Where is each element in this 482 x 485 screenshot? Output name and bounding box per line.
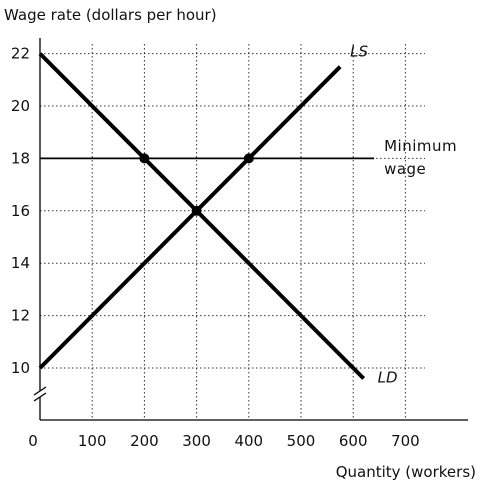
- data-point: [139, 153, 150, 164]
- axes: [33, 38, 468, 421]
- y-tick-label: 14: [11, 254, 30, 272]
- x-tick-label: 600: [339, 432, 368, 450]
- grid: [40, 44, 425, 420]
- x-tick-label: 400: [234, 432, 263, 450]
- series-line-ls: [38, 65, 342, 370]
- annotation-label: Minimum: [384, 137, 457, 155]
- y-tick-label: 16: [11, 202, 30, 220]
- axis-break-mark: [33, 386, 47, 396]
- labels: Wage rate (dollars per hour) Quantity (wo…: [4, 6, 476, 481]
- series-line-ld: [38, 52, 366, 380]
- series-label-ls: LS: [350, 43, 368, 61]
- points: [139, 153, 254, 216]
- tick-labels: 10 12 14 16 18 20 22 100 200 300 400 500 600 700 0: [11, 45, 420, 450]
- axis-break-mark: [33, 392, 47, 402]
- y-tick-label: 18: [11, 149, 30, 167]
- x-tick-label: 200: [130, 432, 159, 450]
- data-point: [191, 205, 202, 216]
- origin-label: 0: [28, 432, 38, 450]
- x-axis-title: Quantity (workers): [336, 463, 476, 481]
- y-axis-title: Wage rate (dollars per hour): [4, 6, 217, 24]
- x-tick-label: 100: [78, 432, 107, 450]
- y-tick-label: 22: [11, 45, 30, 63]
- y-tick-label: 10: [11, 359, 30, 377]
- data-point: [243, 153, 254, 164]
- series-label-ld: LD: [378, 368, 398, 386]
- series-lines: [38, 52, 375, 380]
- x-tick-label: 700: [391, 432, 420, 450]
- x-tick-label: 300: [182, 432, 211, 450]
- axis-break-gap: [34, 391, 46, 397]
- y-tick-label: 12: [11, 307, 30, 325]
- x-tick-label: 500: [287, 432, 316, 450]
- annotation-label: wage: [384, 160, 426, 178]
- y-tick-label: 20: [11, 97, 30, 115]
